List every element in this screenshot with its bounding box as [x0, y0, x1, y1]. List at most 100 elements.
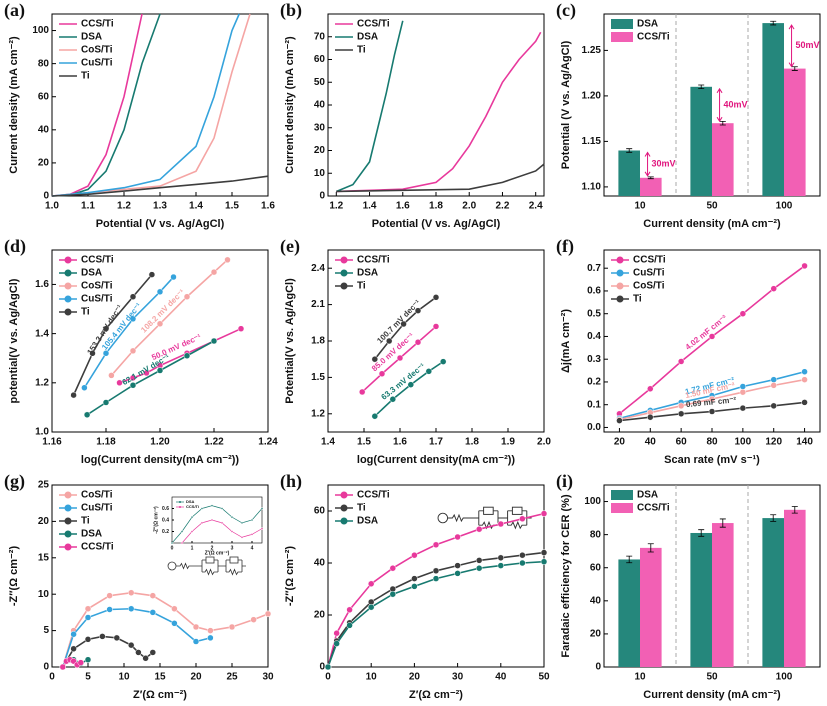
- y-tick-label: 20: [590, 629, 602, 640]
- legend-label: DSA: [81, 268, 102, 279]
- legend-label: CoS/Ti: [81, 490, 113, 501]
- data-point: [171, 620, 178, 627]
- data-point: [333, 640, 340, 647]
- legend-marker: [64, 543, 72, 551]
- x-tick-label: 50: [706, 672, 718, 683]
- data-point: [113, 634, 121, 642]
- data-point: [156, 288, 164, 296]
- y-tick-label: 20: [38, 158, 50, 169]
- x-axis-label: Z′(Ω cm⁻²): [133, 689, 187, 701]
- difference-arrow: [788, 24, 795, 68]
- panel-label: (h): [280, 471, 302, 492]
- y-tick-label: 1.2: [311, 408, 325, 419]
- data-point: [220, 507, 224, 510]
- error-bar: [791, 66, 798, 71]
- y-axis-label: potential(V vs. Ag/AgCl): [8, 278, 20, 403]
- x-tick-label: 2.4: [529, 201, 543, 212]
- data-point: [801, 376, 808, 383]
- x-tick-label: 2.0: [462, 201, 476, 212]
- data-point: [230, 530, 234, 533]
- legend-label: DSA: [357, 268, 378, 279]
- y-tick-label: 70: [314, 31, 326, 42]
- y-tick-label: 30: [314, 122, 326, 133]
- circuit-element: [229, 556, 239, 564]
- y-tick-label: 60: [314, 506, 326, 517]
- data-point: [70, 391, 77, 399]
- legend-label: CCS/Ti: [81, 542, 114, 553]
- data-point: [647, 385, 654, 393]
- y-tick-label: 40: [38, 124, 50, 135]
- y-tick-label: 20: [314, 610, 326, 621]
- y-tick-label: 0.3: [587, 354, 601, 365]
- x-tick-label: 4: [251, 545, 254, 551]
- data-point: [70, 645, 77, 653]
- data-point: [260, 527, 264, 530]
- y-tick-label: 1.25: [582, 45, 602, 56]
- legend-marker: [64, 308, 72, 316]
- legend-label: Ti: [81, 516, 90, 527]
- legend-marker: [340, 504, 348, 512]
- data-point: [264, 610, 272, 618]
- bar: [618, 150, 640, 196]
- series-line: [336, 163, 545, 193]
- y-tick-label: 10: [38, 589, 50, 600]
- series-line: [171, 505, 263, 544]
- bar: [690, 86, 712, 196]
- data-point: [127, 605, 135, 613]
- data-point: [237, 325, 245, 332]
- y-axis-label: -Z″(Ω cm⁻²): [8, 546, 20, 607]
- data-point: [59, 663, 67, 671]
- data-point: [102, 399, 110, 406]
- data-point: [358, 388, 366, 396]
- x-tick-label: 10: [366, 672, 378, 683]
- data-point: [89, 350, 96, 357]
- panel-label: (e): [280, 236, 300, 257]
- bar: [762, 518, 784, 667]
- data-point: [411, 551, 418, 559]
- x-tick-label: 80: [706, 437, 718, 448]
- legend-label: DSA: [357, 516, 378, 527]
- data-point: [389, 395, 397, 403]
- y-tick-label: 0.6: [162, 506, 169, 512]
- y-tick-label: 80: [38, 58, 50, 69]
- data-point: [149, 609, 157, 616]
- data-point: [102, 350, 110, 357]
- legend-label: CCS/Ti: [81, 19, 114, 30]
- x-tick-label: 1.2: [117, 201, 131, 212]
- legend-label: Ti: [81, 71, 90, 82]
- data-point: [519, 515, 526, 523]
- x-tick-label: 10: [118, 672, 130, 683]
- legend-label: DSA: [81, 529, 102, 540]
- legend-marker: [340, 256, 348, 264]
- y-tick-label: 60: [38, 91, 50, 102]
- y-tick-label: 40: [314, 100, 326, 111]
- data-point: [83, 411, 91, 419]
- legend-label: Ti: [357, 503, 366, 514]
- data-point: [770, 376, 777, 383]
- data-point: [250, 533, 254, 536]
- y-tick-label: 5: [43, 625, 49, 636]
- series-line: [327, 512, 545, 668]
- data-point: [801, 399, 808, 406]
- data-point: [454, 562, 461, 569]
- y-tick-label: 0.2: [587, 377, 601, 388]
- error-bar: [698, 529, 705, 537]
- x-tick-label: 140: [796, 437, 813, 448]
- y-axis-label: Potential (V vs. Ag/AgCl): [560, 40, 572, 169]
- data-point: [770, 382, 777, 389]
- data-point: [367, 580, 375, 588]
- x-tick-label: 1.4: [363, 201, 377, 212]
- data-point: [497, 520, 505, 528]
- x-tick-label: 10: [634, 201, 646, 212]
- y-tick-label: 0: [319, 662, 325, 673]
- data-point: [106, 606, 113, 613]
- data-point: [170, 541, 174, 545]
- data-point: [371, 412, 379, 420]
- plot-frame: [327, 484, 545, 668]
- legend-marker: [179, 501, 181, 503]
- bar: [712, 123, 734, 196]
- data-point: [180, 530, 184, 533]
- data-point: [801, 368, 808, 375]
- legend-label: CCS/Ti: [357, 19, 390, 30]
